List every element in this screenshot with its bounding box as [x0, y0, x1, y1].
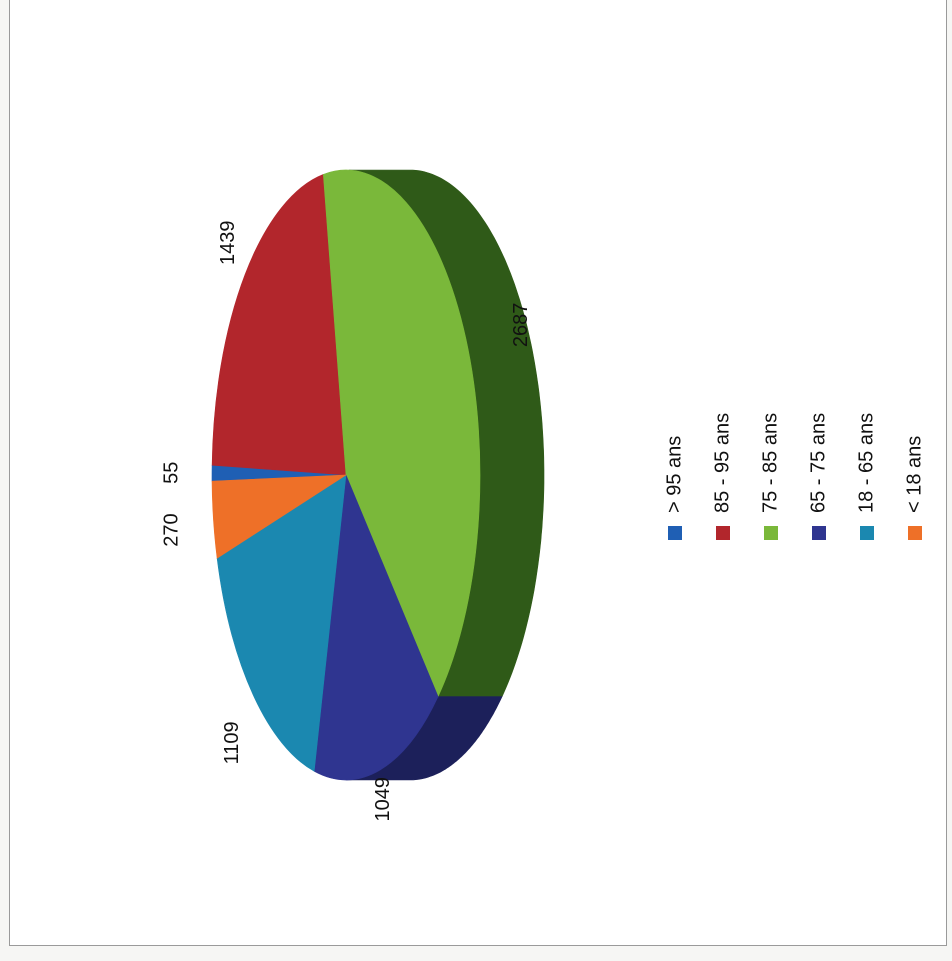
pie-slice-5 — [211, 474, 348, 559]
legend-label-5: < 18 ans — [903, 436, 925, 513]
data-label-1: 1439 — [217, 220, 239, 265]
pie-slice-2 — [322, 169, 481, 698]
legend-label-3: 65 - 75 ans — [807, 413, 829, 513]
legend-marker-1 — [716, 526, 730, 540]
legend-label-2: 75 - 85 ans — [759, 413, 781, 513]
data-label-0: 55 — [160, 462, 182, 484]
legend-marker-0 — [668, 526, 682, 540]
legend-marker-5 — [908, 526, 922, 540]
legend: > 95 ans 85 - 95 ans 75 - 85 ans 65 - 75 an… — [663, 413, 925, 540]
pie-slice-1 — [211, 173, 347, 476]
pie-slice-3 — [313, 474, 439, 781]
pie-group — [211, 169, 545, 781]
data-label-5: 270 — [160, 513, 182, 546]
legend-label-1: 85 - 95 ans — [711, 413, 733, 513]
legend-marker-2 — [764, 526, 778, 540]
data-label-3: 1049 — [372, 777, 394, 822]
data-label-4: 1109 — [221, 721, 243, 764]
legend-marker-3 — [812, 526, 826, 540]
pie-slice-4 — [216, 474, 347, 772]
legend-label-4: 18 - 65 ans — [855, 413, 877, 513]
legend-label-0: > 95 ans — [663, 436, 685, 513]
data-label-2: 2687 — [510, 303, 532, 348]
legend-marker-4 — [860, 526, 874, 540]
